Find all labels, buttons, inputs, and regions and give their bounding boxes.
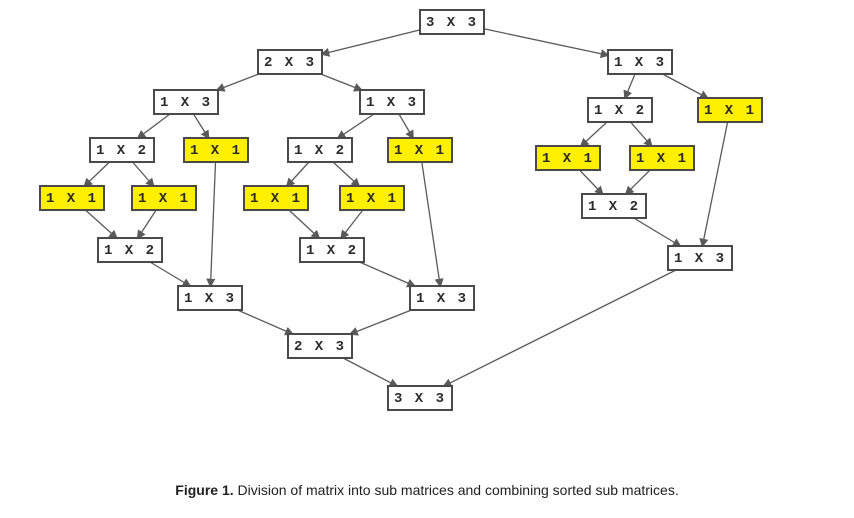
edge	[287, 162, 309, 186]
matrix-node: 1 X 1	[536, 146, 600, 170]
matrix-node-label: 1 X 3	[416, 291, 468, 307]
matrix-node-label: 3 X 3	[394, 391, 446, 407]
matrix-node-label: 3 X 3	[426, 15, 478, 31]
edge	[321, 74, 362, 90]
matrix-node: 1 X 2	[98, 238, 162, 262]
nodes-layer: 3 X 3 2 X 3 1 X 3 1 X 3 1 X 3 1 X 2 1 X 1 1 X 2…	[40, 10, 762, 410]
edge	[702, 122, 727, 246]
matrix-node: 2 X 3	[258, 50, 322, 74]
matrix-node-label: 2 X 3	[264, 55, 316, 71]
matrix-node: 1 X 1	[388, 138, 452, 162]
matrix-node: 1 X 2	[90, 138, 154, 162]
matrix-node-label: 1 X 2	[104, 243, 156, 259]
edge	[289, 210, 319, 238]
edge	[133, 162, 154, 186]
matrix-division-diagram: 3 X 3 2 X 3 1 X 3 1 X 3 1 X 3 1 X 2 1 X 1 1 X 2…	[0, 0, 854, 478]
matrix-node-label: 1 X 3	[674, 251, 726, 267]
matrix-node: 1 X 3	[360, 90, 424, 114]
matrix-node: 1 X 2	[300, 238, 364, 262]
edge	[338, 114, 374, 138]
matrix-node: 1 X 3	[668, 246, 732, 270]
matrix-node: 1 X 3	[608, 50, 672, 74]
matrix-node: 1 X 1	[40, 186, 104, 210]
matrix-node-label: 1 X 1	[46, 191, 98, 207]
edge	[322, 30, 420, 54]
matrix-node: 1 X 1	[630, 146, 694, 170]
matrix-node: 1 X 2	[588, 98, 652, 122]
matrix-node: 2 X 3	[288, 334, 352, 358]
edge	[238, 310, 293, 334]
matrix-node: 1 X 1	[184, 138, 248, 162]
edge	[85, 210, 116, 238]
edge	[360, 262, 415, 286]
edge	[351, 310, 412, 334]
matrix-node-label: 1 X 2	[594, 103, 646, 119]
edge	[444, 270, 676, 386]
matrix-node: 3 X 3	[388, 386, 452, 410]
edge	[631, 122, 652, 146]
edge	[217, 74, 259, 90]
matrix-node: 1 X 3	[154, 90, 218, 114]
matrix-node-label: 1 X 2	[96, 143, 148, 159]
edge	[580, 170, 603, 194]
edge	[634, 218, 680, 246]
matrix-node-label: 1 X 1	[704, 103, 756, 119]
edge	[663, 74, 708, 98]
matrix-node-label: 2 X 3	[294, 339, 346, 355]
edge	[422, 162, 440, 286]
edge	[211, 162, 216, 286]
edge	[194, 114, 209, 138]
matrix-node: 1 X 3	[410, 286, 474, 310]
edge	[150, 262, 190, 286]
matrix-node-label: 1 X 3	[614, 55, 666, 71]
matrix-node: 1 X 2	[288, 138, 352, 162]
matrix-node: 1 X 1	[132, 186, 196, 210]
matrix-node-label: 1 X 1	[250, 191, 302, 207]
matrix-node-label: 1 X 3	[366, 95, 418, 111]
edge	[85, 162, 110, 186]
matrix-node-label: 1 X 1	[542, 151, 594, 167]
edge	[484, 29, 608, 55]
matrix-node-label: 1 X 1	[394, 143, 446, 159]
matrix-node: 1 X 3	[178, 286, 242, 310]
caption-text: Division of matrix into sub matrices and…	[234, 482, 679, 498]
edge	[343, 358, 397, 386]
matrix-node-label: 1 X 2	[588, 199, 640, 215]
edge	[399, 114, 413, 138]
edge	[626, 170, 650, 194]
matrix-node-label: 1 X 3	[160, 95, 212, 111]
edge	[581, 122, 607, 146]
matrix-node-label: 1 X 1	[190, 143, 242, 159]
matrix-node: 3 X 3	[420, 10, 484, 34]
matrix-node: 1 X 1	[340, 186, 404, 210]
matrix-node: 1 X 2	[582, 194, 646, 218]
matrix-node-label: 1 X 3	[184, 291, 236, 307]
caption-bold: Figure 1.	[175, 482, 233, 498]
edge	[138, 210, 156, 238]
matrix-node-label: 1 X 1	[346, 191, 398, 207]
matrix-node: 1 X 1	[244, 186, 308, 210]
edge	[625, 74, 635, 98]
edge	[333, 162, 359, 186]
matrix-node-label: 1 X 2	[306, 243, 358, 259]
figure-caption: Figure 1. Division of matrix into sub ma…	[0, 482, 854, 498]
matrix-node: 1 X 1	[698, 98, 762, 122]
matrix-node-label: 1 X 2	[294, 143, 346, 159]
matrix-node-label: 1 X 1	[636, 151, 688, 167]
matrix-node-label: 1 X 1	[138, 191, 190, 207]
edge	[341, 210, 363, 238]
edge	[138, 114, 170, 138]
